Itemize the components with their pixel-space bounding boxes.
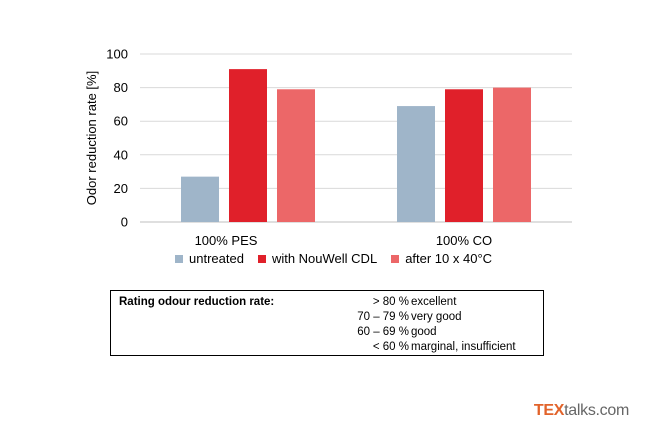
watermark-part-tex: TEX [533, 402, 565, 419]
rating-range: 70 – 79 % [357, 311, 409, 323]
rating-label: marginal, insufficient [411, 341, 516, 353]
rating-range: < 60 % [372, 341, 409, 353]
y-tick-label: 0 [121, 215, 128, 230]
rating-row: < 60 % marginal, insufficient [111, 341, 543, 356]
bar-untreated-0 [181, 176, 219, 222]
legend-item-untreated: untreated [175, 251, 244, 266]
y-tick-label: 20 [114, 181, 128, 196]
bar-chart: 0 20 40 60 80 100 100% PES 100% CO Odor reduct… [84, 47, 572, 248]
watermark-logo: TEXtalks.com [534, 402, 629, 420]
y-tick-label: 80 [114, 80, 128, 95]
bar-after-10-x-40-c-0 [277, 89, 315, 222]
legend-swatch-after-wash [391, 254, 400, 263]
bar-with-nouwell-cdl-1 [445, 89, 483, 222]
y-tick-label: 100 [106, 47, 128, 62]
bar-with-nouwell-cdl-0 [229, 69, 267, 223]
legend-label-after-wash: after 10 x 40°C [405, 251, 493, 266]
x-category-label: 100% CO [436, 233, 492, 248]
legend-item-after-wash: after 10 x 40°C [391, 251, 492, 266]
watermark-part-talks: talks.com [564, 402, 629, 419]
legend-label-nouwell: with NouWell CDL [271, 251, 378, 266]
y-tick-label: 60 [114, 114, 128, 129]
bars [181, 69, 531, 223]
rating-table-title: Rating odour reduction rate: [119, 296, 275, 308]
bar-untreated-1 [397, 106, 435, 222]
x-category-label: 100% PES [195, 233, 258, 248]
rating-row: 70 – 79 % very good [111, 311, 543, 326]
rating-label: good [411, 326, 437, 338]
rating-table: Rating odour reduction rate: > 80 % exce… [110, 290, 544, 356]
rating-label: excellent [411, 296, 457, 308]
rating-row: > 80 % excellent [111, 296, 543, 311]
rating-label: very good [411, 311, 462, 323]
legend-swatch-untreated [175, 254, 183, 263]
legend-item-nouwell: with NouWell CDL [257, 251, 378, 266]
rating-row: 60 – 69 % good [111, 326, 543, 341]
legend-label-untreated: untreated [189, 251, 244, 266]
legend-swatch-nouwell [257, 254, 266, 263]
rating-range: > 80 % [372, 296, 409, 308]
y-axis-label: Odor reduction rate [%] [84, 71, 99, 205]
legend: untreated with NouWell CDL after 10 x 40… [175, 251, 506, 266]
y-axis-ticks: 0 20 40 60 80 100 [106, 47, 128, 230]
bar-after-10-x-40-c-1 [493, 87, 531, 222]
rating-range: 60 – 69 % [357, 326, 409, 338]
x-axis-categories: 100% PES 100% CO [195, 233, 493, 248]
y-tick-label: 40 [114, 147, 128, 162]
